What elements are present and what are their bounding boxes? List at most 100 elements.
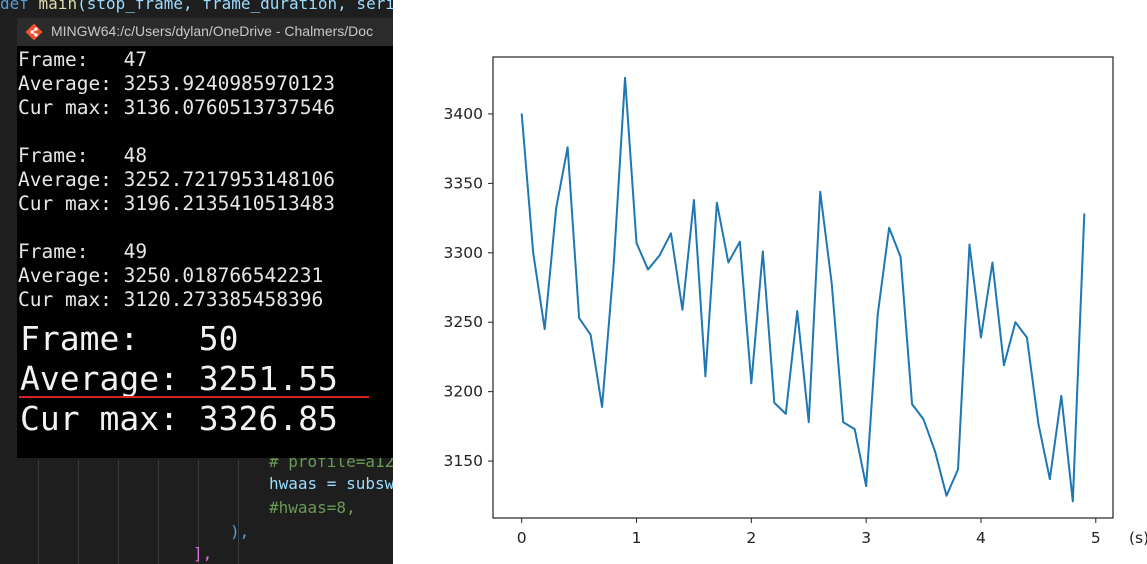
data-point [911,403,913,405]
data-point [980,336,982,339]
terminal-line: Cur max: 3196.2135410513483 [18,192,335,215]
code-line-close-bracket: ], [193,544,213,563]
data-point [842,421,844,423]
plot-frame [492,56,1114,519]
data-point [853,428,856,430]
data-point [532,251,534,254]
data-point [612,265,615,268]
x-tick-label: 1 [632,529,642,547]
indent-guide [198,460,199,564]
data-point [716,201,718,204]
data-point [681,308,684,311]
data-point [658,254,661,257]
data-point [670,232,672,235]
code-line-close-paren: ), [230,522,250,541]
terminal-line: Average: 3252.7217953148106 [18,168,335,191]
terminal-line: Frame: 49 [18,240,148,263]
y-tick-label: 3400 [444,105,483,123]
data-point [739,240,741,243]
data-point [704,375,707,378]
data-point [1072,500,1074,503]
x-tick-label: 4 [976,529,986,547]
data-point [876,314,879,317]
highlight-frame: Frame: 50 [20,319,239,358]
data-point [635,242,638,244]
data-point [934,450,936,453]
y-tick-label: 3350 [444,174,483,192]
terminal-line: Average: 3250.018766542231 [18,264,324,287]
data-point [922,418,925,421]
series-line [520,76,1086,503]
data-point [784,413,787,415]
code-line-comment: # profile=a12 [269,452,393,471]
line-chart: 0 1 2 3 4 5 3150 3200 3250 3300 3350 3400 (s) [444,56,1147,547]
data-point [647,268,649,271]
code-line-hwaas-comment: #hwaas=8, [269,498,356,517]
code-line-def: def main(stop_frame, frame_duration, ser… [0,0,393,13]
terminal-line: Cur max: 3136.0760513737546 [18,96,335,119]
data-points [520,77,1086,503]
data-point [1026,336,1028,339]
keyword-def: def [0,0,29,13]
data-point [693,199,695,201]
function-name: main [38,0,78,13]
data-point [865,485,867,487]
terminal-window[interactable]: MINGW64:/c/Users/dylan/OneDrive - Chalme… [17,18,393,458]
data-point [566,146,569,149]
data-point [601,406,603,408]
terminal-title: MINGW64:/c/Users/dylan/OneDrive - Chalme… [51,23,374,39]
function-params: (stop_frame, frame_duration, seri [77,0,393,13]
indent-guide [78,460,79,564]
indent-guide [38,460,39,564]
y-tick-label: 3200 [444,383,483,401]
data-point [589,333,592,336]
terminal-titlebar[interactable]: MINGW64:/c/Users/dylan/OneDrive - Chalme… [17,18,393,46]
data-point [807,421,810,423]
data-point [1049,478,1051,480]
terminal-line: Average: 3253.9240985970123 [18,72,335,95]
data-point [543,328,546,330]
data-point [1083,213,1086,215]
terminal-line: Frame: 47 [18,48,148,71]
data-point [578,317,580,319]
data-point [1060,395,1063,397]
x-tick-label: 3 [861,529,871,547]
data-point [899,256,902,258]
data-point [888,226,890,229]
red-underline [19,396,369,398]
data-point [830,282,833,285]
highlight-cur-max: Cur max: 3326.85 [20,399,338,438]
data-point [520,113,523,115]
data-point [819,190,822,193]
data-point [968,243,971,246]
y-tick-label: 3300 [444,244,483,262]
data-point [727,261,730,264]
terminal-line: Cur max: 3120.273385458396 [18,288,324,311]
data-point [945,494,948,497]
axis-ticks: 0 1 2 3 4 5 3150 3200 3250 3300 3350 3400 [444,105,1101,547]
highlight-average: Average: 3251.55 [20,359,338,398]
data-point [796,310,799,312]
x-tick-label: 0 [517,529,527,547]
data-point [624,77,626,79]
indent-guide [158,460,159,564]
data-point [555,207,557,210]
data-point [750,382,753,385]
x-axis-label: (s) [1129,529,1147,547]
code-line-hwaas: hwaas = subsw [269,474,393,493]
data-point [957,468,959,471]
git-bash-icon [25,23,43,41]
data-point [1037,422,1040,425]
data-point [762,250,764,253]
y-tick-label: 3250 [444,313,483,331]
terminal-line: Frame: 48 [18,144,148,167]
data-point [1014,321,1017,324]
x-tick-label: 5 [1091,529,1101,547]
data-point [991,261,994,264]
data-point [1003,364,1005,367]
x-tick-label: 2 [746,529,756,547]
y-tick-label: 3150 [444,452,483,470]
indent-guide [118,460,119,564]
indent-guide [238,460,239,564]
data-point [773,401,776,404]
